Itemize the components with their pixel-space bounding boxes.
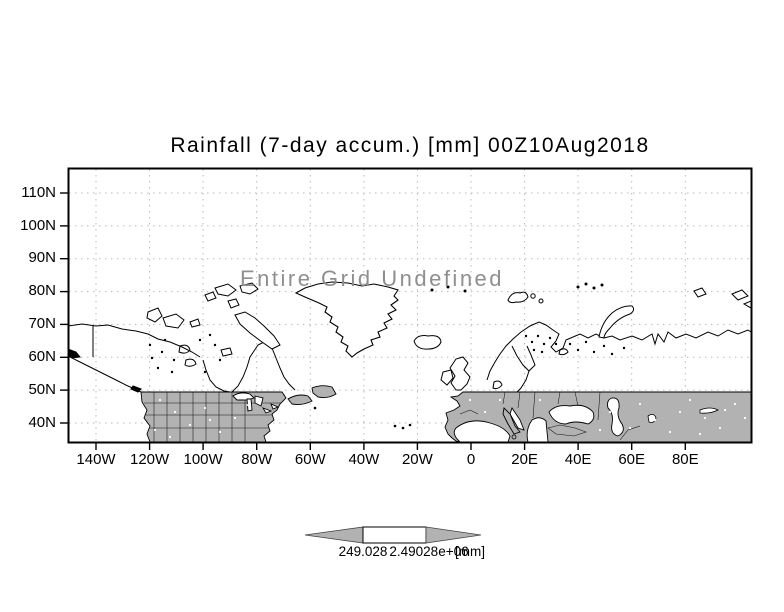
coast-greenland [294,281,399,358]
gulf-of-bothnia [511,345,536,372]
x-tick-label: 60E [618,451,646,468]
eu-speckles [468,398,747,436]
hudson-bay-west [202,359,231,393]
x-tick-label: 80W [241,451,273,468]
europe-borders [459,391,641,441]
plot-frame [67,167,753,444]
great-bear-lake [178,344,191,354]
black-sea [548,404,595,425]
y-axis-ticks [60,192,68,424]
coast-nova-scotia [287,394,313,406]
aegean-sea [526,417,549,442]
hudson-bay-east [231,340,267,393]
x-tick-label: 40E [564,451,592,468]
colorbar-right-label: 2.49028e+06 [389,544,469,559]
colorbar-mid-box [362,526,427,544]
plot-title: Rainfall (7-day accum.) [mm] 00Z10Aug201… [170,134,650,157]
coast-ireland [440,369,454,386]
us-state-borders [144,392,286,442]
coast-britain [449,356,471,391]
y-tick-label: 60N [28,348,56,365]
denmark [492,380,503,390]
x-tick-label: 140W [76,451,116,468]
y-tick-label: 90N [28,249,56,266]
x-tick-label: 40W [348,451,380,468]
franz-josef-land [430,282,604,293]
x-tick-label: 20E [511,451,538,468]
x-tick-label: 120W [130,451,170,468]
atlantic-islands [313,406,412,430]
alaska-south-coast [69,348,81,359]
baltic-sea [516,370,530,393]
coast-newfoundland [311,385,337,399]
colorbar-left-arrow [304,526,364,544]
colorbar-left-label: 249.028 [338,544,388,559]
x-axis-ticks [95,443,686,450]
x-tick-label: 0 [466,451,476,468]
colorbar [304,526,482,544]
na-speckles [153,398,250,439]
sicily [511,434,517,440]
great-slave-lake [184,358,197,367]
lake-ladoga [558,348,569,356]
colorbar-units-label: [mm] [455,544,485,559]
x-tick-label: 60W [294,451,326,468]
y-tick-label: 110N [21,184,56,201]
caspian-sea [607,397,624,437]
canadian-arctic-islands [146,282,281,357]
grid-undefined-annotation: Entire Grid Undefined [239,266,505,291]
y-tick-label: 40N [28,414,56,431]
novaya-zemlya [598,305,635,339]
canada-lake-dots [148,333,222,374]
mediterranean-sea [453,406,549,442]
severnaya-zemlya [693,287,751,309]
lake-balkhash [699,407,719,414]
x-tick-label: 80E [671,451,699,468]
y-tick-label: 70N [28,315,56,332]
vancouver-island [130,385,142,393]
y-tick-label: 50N [28,381,56,398]
finland-lake-dots [524,334,626,356]
coast-scandinavia [486,321,574,393]
colorbar-right-arrow [425,526,482,544]
x-tick-label: 20W [401,451,433,468]
great-lakes [232,392,280,414]
adriatic-sea [509,406,525,431]
x-tick-label: 100W [183,451,223,468]
coast-iceland [413,335,442,350]
coast-italy [502,407,521,435]
coastlines [69,323,296,393]
y-tick-label: 80N [28,282,56,299]
y-tick-label: 100N [20,217,56,234]
aral-sea [647,414,657,423]
pacific-coast [69,355,142,393]
gray-shading-north-america [140,385,337,442]
svalbard [507,291,544,304]
gray-shading-eurasia [444,391,751,442]
